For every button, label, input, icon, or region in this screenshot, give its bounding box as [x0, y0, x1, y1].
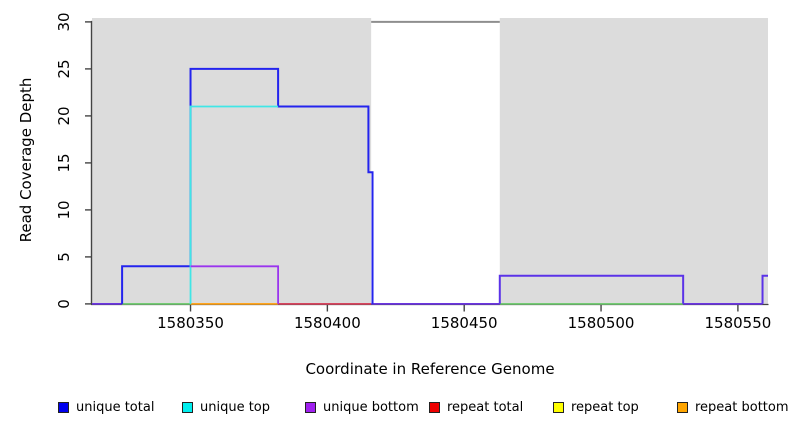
legend-label: repeat total — [447, 399, 524, 415]
legend-item-unique-total: unique total — [58, 399, 155, 415]
y-tick-label: 25 — [55, 59, 73, 79]
legend-label: unique bottom — [323, 399, 419, 415]
y-tick-label: 10 — [55, 200, 73, 220]
legend-item-repeat-bottom: repeat bottom — [677, 399, 789, 415]
coverage-line-unique-total — [121, 67, 374, 304]
x-tick-label: 1580450 — [430, 314, 498, 332]
y-tick-label: 30 — [55, 12, 73, 32]
legend-label: unique total — [76, 399, 155, 415]
y-tick-label: 20 — [55, 106, 73, 126]
y-tick-label: 0 — [55, 299, 73, 309]
legend-swatch-icon — [553, 401, 564, 413]
legend-swatch-icon — [58, 401, 69, 413]
shaded-mappability-region — [92, 18, 372, 305]
coverage-line-unique-total-unique-bottom — [498, 274, 685, 304]
y-tick-label: 15 — [55, 153, 73, 173]
legend-swatch-icon — [305, 401, 316, 413]
y-axis-title: Read Coverage Depth — [17, 77, 35, 243]
legend-item-repeat-top: repeat top — [553, 399, 639, 415]
legend-swatch-icon — [677, 401, 688, 413]
coverage-line-unique-top — [189, 105, 279, 304]
y-tick-label: 5 — [55, 252, 73, 262]
legend-item-unique-bottom: unique bottom — [305, 399, 419, 415]
legend-label: repeat bottom — [695, 399, 789, 415]
x-tick-label: 1580350 — [157, 314, 224, 332]
coverage-line-unique-total-unique-bottom — [761, 274, 768, 304]
x-tick-label: 1580550 — [704, 314, 772, 332]
legend-item-unique-top: unique top — [182, 399, 271, 415]
coverage-line-unique-bottom — [190, 265, 280, 304]
x-tick-label: 1580500 — [567, 314, 635, 332]
legend-label: repeat top — [571, 399, 639, 415]
legend-item-repeat-total: repeat total — [429, 399, 524, 415]
legend-label: unique top — [200, 399, 271, 415]
x-tick-label: 1580400 — [293, 314, 361, 332]
x-axis-title: Coordinate in Reference Genome — [305, 360, 555, 378]
shaded-mappability-region — [499, 18, 768, 305]
legend-swatch-icon — [182, 401, 193, 413]
legend-swatch-icon — [429, 401, 440, 413]
